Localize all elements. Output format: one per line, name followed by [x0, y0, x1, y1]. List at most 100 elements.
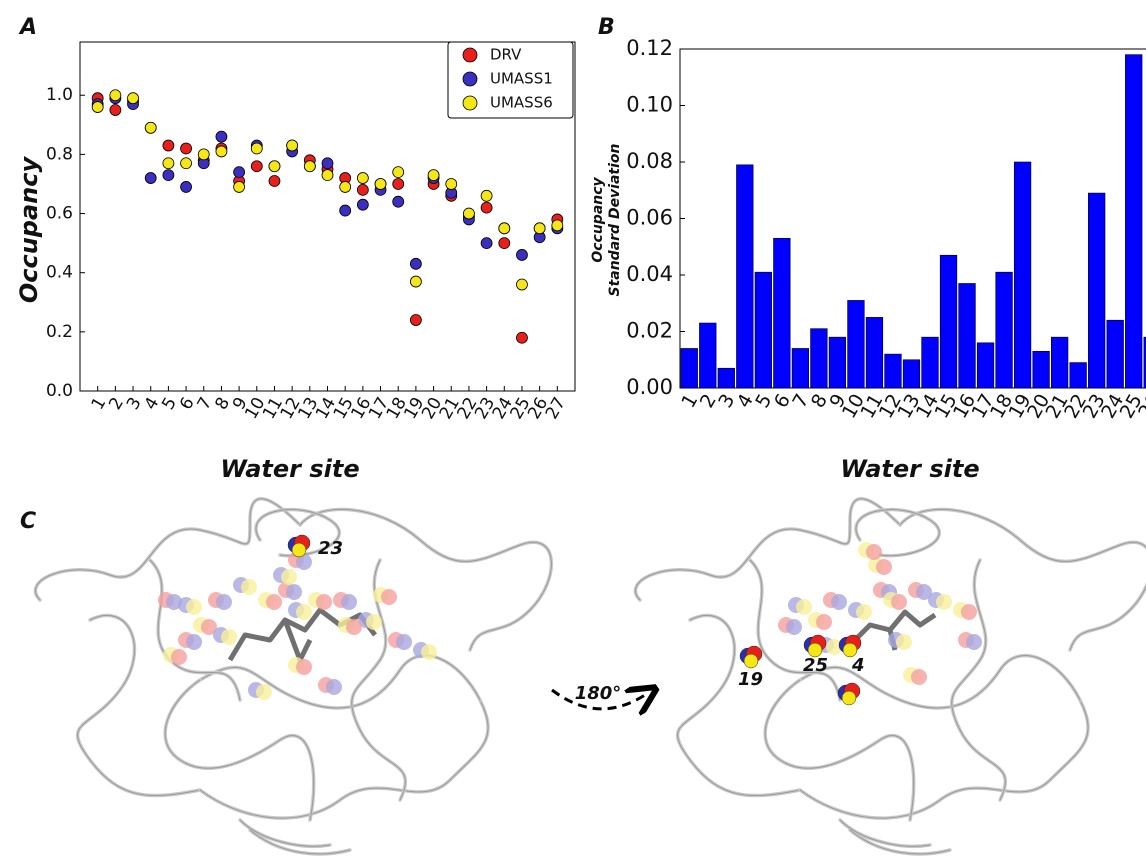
- panel-label: C: [20, 509, 36, 534]
- data-point: [533, 222, 546, 235]
- ribbon-edge: [799, 655, 1081, 709]
- site-label: 23: [318, 538, 343, 559]
- data-point: [91, 101, 104, 113]
- data-point: [356, 183, 369, 196]
- water-sphere: [876, 559, 892, 575]
- bar: [902, 359, 921, 389]
- bar: [921, 336, 939, 389]
- data-point: [409, 275, 422, 288]
- water-sphere: [866, 544, 882, 560]
- water-sphere: [241, 579, 257, 595]
- legend-marker: [462, 95, 478, 111]
- highlight-sphere: [841, 690, 857, 706]
- highlight-sphere: [842, 642, 858, 658]
- ribbon-edge: [239, 819, 351, 855]
- y-tick-label: 0.12: [626, 36, 673, 60]
- bar: [1143, 336, 1146, 389]
- water-sphere: [796, 599, 812, 615]
- x-axis-label: Water site: [220, 455, 359, 483]
- bar: [1069, 362, 1087, 389]
- y-tick-label: 0.10: [626, 93, 673, 117]
- bar: [995, 271, 1013, 389]
- water-sphere: [166, 594, 182, 610]
- bar: [939, 254, 958, 389]
- y-tick-label: 0.0: [46, 381, 73, 401]
- legend-label: UMASS1: [490, 70, 553, 88]
- y-tick-label: 0.04: [626, 262, 673, 286]
- ribbon: [33, 497, 302, 602]
- y-tick-label: 0.02: [626, 319, 673, 343]
- ribbon: [898, 507, 1146, 652]
- bar: [717, 367, 735, 389]
- y-axis-label: Occupancy: [590, 176, 606, 262]
- water-sphere: [786, 619, 802, 635]
- data-point: [516, 249, 528, 261]
- bar: [847, 300, 865, 389]
- water-sphere: [186, 599, 202, 615]
- chart-panel: 0.00 0.02 0.04 0.06 0.08 0.10 0.12 Occupancy Sta…: [590, 36, 1146, 483]
- data-point: [233, 181, 246, 193]
- y-tick-label: 0.8: [46, 144, 73, 164]
- water-sphere: [421, 644, 437, 660]
- bar: [884, 353, 902, 389]
- data-point: [197, 148, 210, 161]
- data-point: [551, 219, 564, 232]
- ribbon-edge: [77, 614, 201, 797]
- bar: [773, 237, 791, 389]
- water-sphere: [266, 594, 282, 610]
- data-point: [321, 169, 334, 181]
- water-sphere: [961, 604, 977, 620]
- water-sphere: [296, 554, 312, 570]
- water-sphere: [201, 619, 217, 635]
- data-point: [392, 195, 405, 208]
- data-point: [498, 237, 511, 250]
- data-point: [268, 160, 281, 173]
- ribbon: [838, 818, 952, 856]
- legend-marker: [462, 71, 478, 87]
- ribbon: [676, 613, 802, 798]
- ribbon-edge: [351, 559, 406, 801]
- ribbon-edge: [855, 509, 940, 557]
- data-point: [109, 89, 122, 102]
- water-sphere: [256, 684, 272, 700]
- ribbon-edge: [677, 614, 801, 797]
- data-point: [162, 157, 175, 170]
- data-point: [215, 145, 228, 158]
- panel-label: A: [18, 15, 37, 40]
- water-sphere: [186, 634, 202, 650]
- data-point: [321, 157, 334, 170]
- site-label: 19: [738, 669, 763, 690]
- data-point: [268, 175, 281, 187]
- y-tick-label: 0.4: [46, 263, 73, 283]
- ribbon: [238, 818, 352, 856]
- ribbon: [950, 558, 1008, 802]
- data-point: [233, 166, 246, 179]
- water-sphere: [911, 669, 927, 685]
- y-tick-label: 1.0: [46, 85, 73, 105]
- bar: [810, 328, 828, 389]
- data-point: [162, 139, 175, 152]
- water-sphere: [216, 594, 232, 610]
- water-sphere: [366, 614, 382, 630]
- data-point: [480, 201, 493, 214]
- water-sphere: [281, 569, 297, 585]
- y-axis-label: Occupancy: [15, 156, 43, 304]
- data-point: [356, 172, 369, 184]
- x-tick-label: 27: [542, 394, 570, 423]
- x-axis-label: Water site: [840, 455, 979, 483]
- water-sphere: [381, 589, 397, 605]
- site-label: 25: [803, 655, 828, 676]
- data-point: [356, 198, 369, 211]
- bar: [1050, 336, 1069, 389]
- ribbon-edge: [749, 559, 841, 701]
- data-point: [480, 189, 493, 202]
- panel-label: B: [598, 15, 615, 40]
- water-sphere: [346, 619, 362, 635]
- highlight-sphere: [291, 542, 307, 558]
- y-tick-label: 0.08: [626, 149, 673, 173]
- water-sphere: [831, 594, 847, 610]
- data-point: [339, 181, 352, 193]
- highlight-sphere: [807, 642, 823, 658]
- water-sphere: [326, 679, 342, 695]
